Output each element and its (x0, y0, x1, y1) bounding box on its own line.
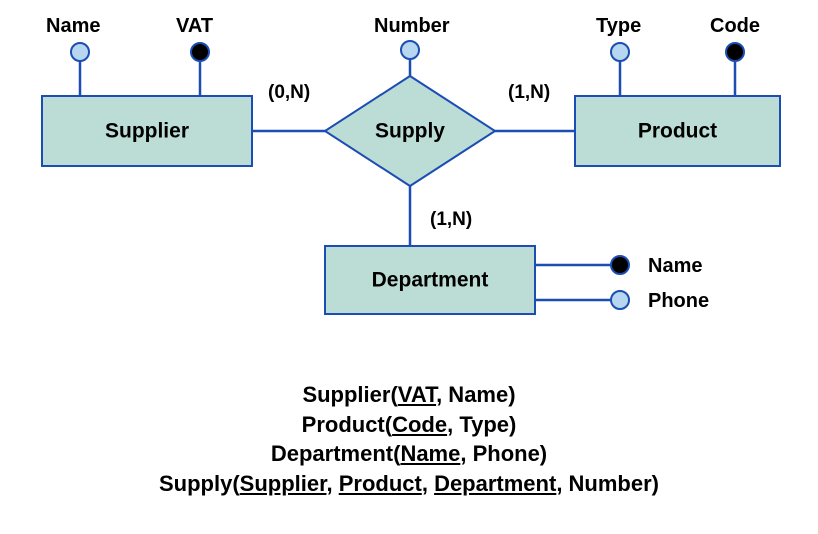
attr-circle-dept_name (611, 256, 629, 274)
attr-label-dept_phone: Phone (648, 290, 709, 312)
attr-circle-supplier_vat (191, 43, 209, 61)
attr-circle-dept_phone (611, 291, 629, 309)
attr-label-product_code: Code (710, 15, 760, 37)
attr-circle-supply_number (401, 41, 419, 59)
schema-line-0: Supplier(VAT, Name) (0, 380, 818, 410)
schema-line-2: Department(Name, Phone) (0, 439, 818, 469)
entity-label-product: Product (638, 120, 717, 143)
entity-label-department: Department (372, 269, 489, 292)
relational-schema: Supplier(VAT, Name)Product(Code, Type)De… (0, 380, 818, 499)
cardinality-product_supply: (1,N) (508, 82, 550, 103)
schema-line-1: Product(Code, Type) (0, 410, 818, 440)
cardinality-supplier_supply: (0,N) (268, 82, 310, 103)
relationship-label-supply: Supply (375, 120, 445, 143)
attr-label-product_type: Type (596, 15, 641, 37)
attr-circle-product_type (611, 43, 629, 61)
attr-circle-product_code (726, 43, 744, 61)
entity-label-supplier: Supplier (105, 120, 189, 143)
schema-line-3: Supply(Supplier, Product, Department, Nu… (0, 469, 818, 499)
attr-label-supply_number: Number (374, 15, 450, 37)
attr-label-supplier_vat: VAT (176, 15, 213, 37)
attr-circle-supplier_name (71, 43, 89, 61)
attr-label-dept_name: Name (648, 255, 702, 277)
cardinality-department_supply: (1,N) (430, 209, 472, 230)
attr-label-supplier_name: Name (46, 15, 100, 37)
